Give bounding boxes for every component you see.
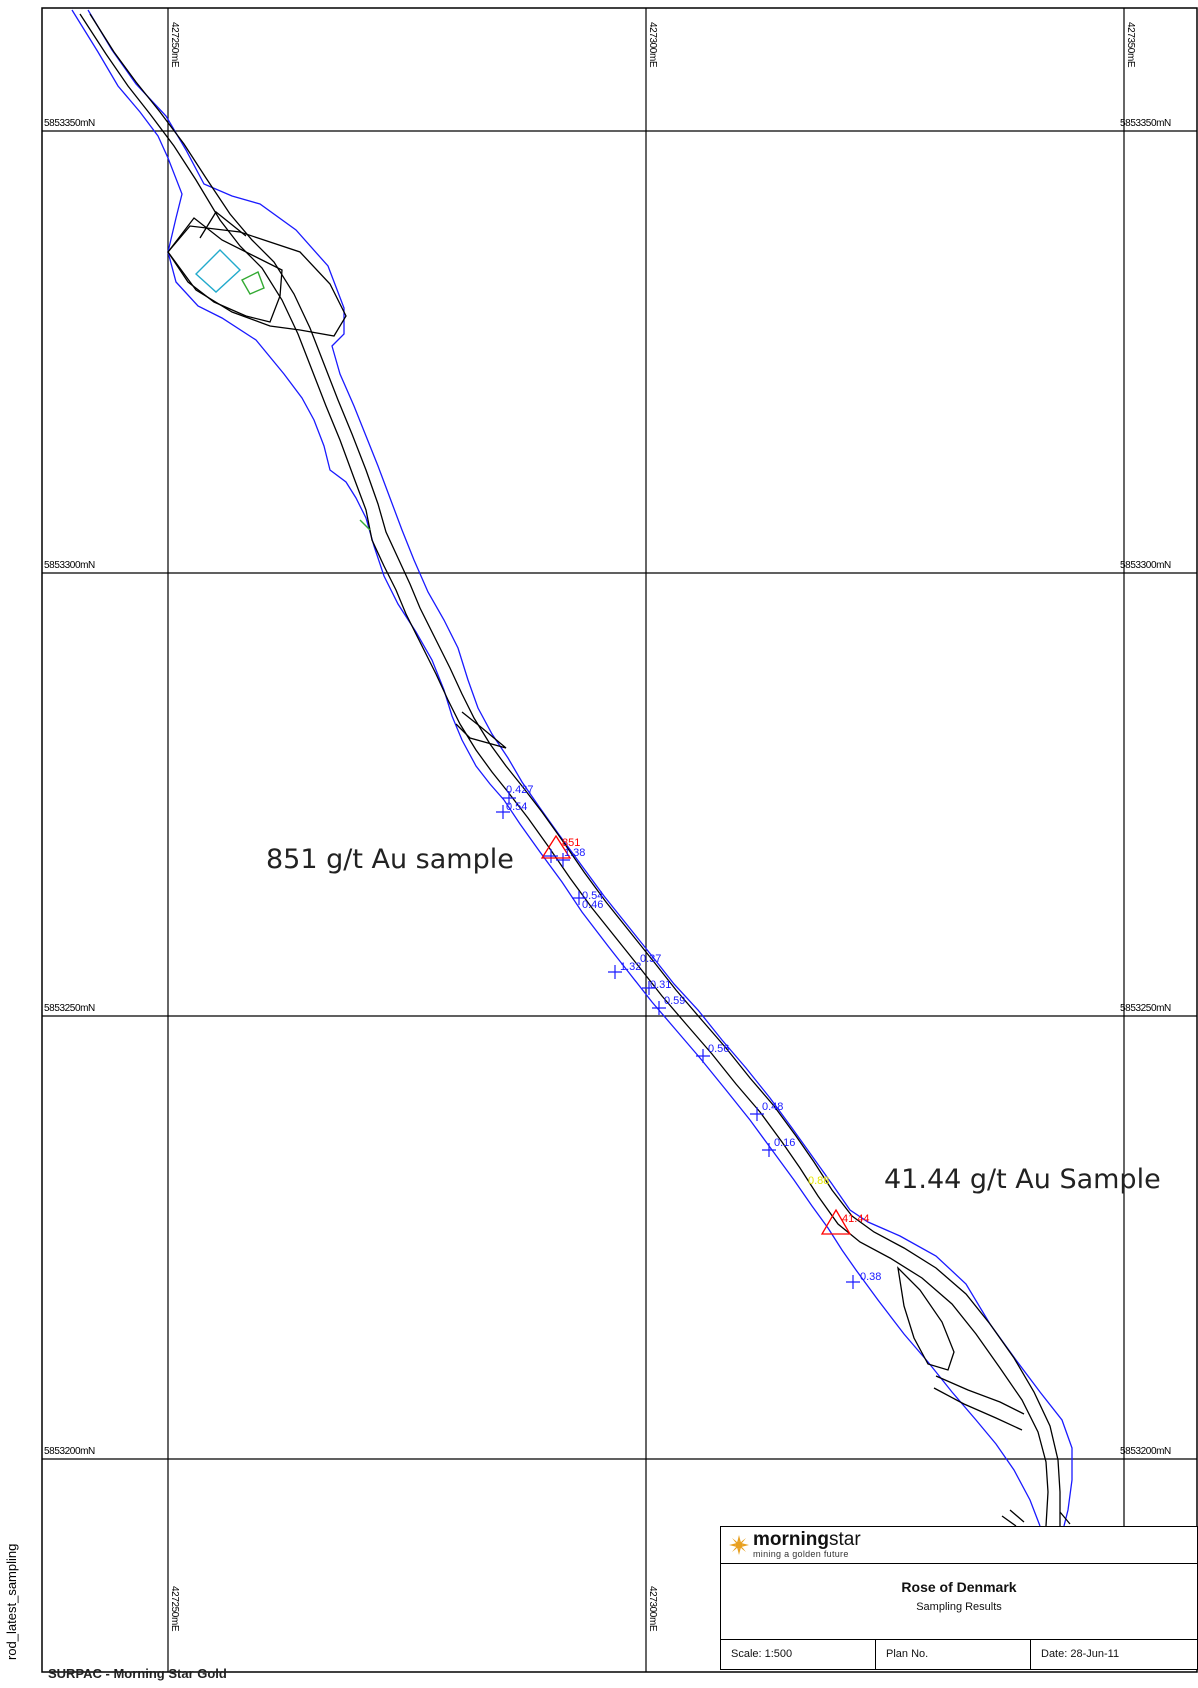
upper-stope-outline-2: [167, 225, 347, 337]
easting-label-bottom-1: 427250mE: [169, 1586, 180, 1632]
sample-cross-11: [846, 1275, 860, 1289]
software-credit: SURPAC - Morning Star Gold: [48, 1666, 227, 1681]
northing-label-left-1: 5853350mN: [44, 118, 95, 129]
assay-label-2: 0.54: [506, 801, 527, 813]
date-cell: Date: 28-Jun-11: [1041, 1648, 1120, 1660]
grid-lines: [42, 8, 1197, 1672]
assay-label-3: 851: [562, 837, 580, 849]
brand-name-bold: morning: [753, 1529, 829, 1550]
outline-west-edge: [71, 9, 1041, 1527]
assay-label-6: 0.46: [582, 899, 603, 911]
sample-cross-4: [572, 891, 586, 905]
assay-label-9: 0.31: [650, 979, 671, 991]
triangle-851: [540, 834, 572, 859]
sample-cross-5: [608, 965, 622, 979]
upper-stope-spur: [199, 211, 247, 239]
title-block-logo: morningstar mining a golden future: [721, 1527, 1197, 1564]
sample-cross-10: [762, 1143, 776, 1157]
sample-cross-3: [556, 853, 570, 867]
sample-cross-7: [652, 1001, 666, 1015]
project-subtitle: Sampling Results: [916, 1601, 1002, 1613]
sample-markers: [496, 791, 860, 1289]
northing-labels: 5853350mN 5853350mN 5853300mN 5853300mN …: [44, 118, 1171, 1457]
green-mark: [359, 519, 371, 531]
plan-no-cell: Plan No.: [876, 1639, 1031, 1669]
workings-outline: [71, 9, 1073, 1527]
assay-label-10: 0.59: [664, 995, 685, 1007]
green-block: [241, 271, 265, 295]
assay-label-15: 41.44: [842, 1213, 870, 1225]
southeast-cross-drive-2: [933, 1387, 1023, 1431]
map-frame: [41, 7, 1198, 1673]
southeast-loop: [897, 1266, 955, 1371]
drive-walls: [79, 13, 1071, 1527]
assay-label-7: 0.37: [640, 953, 661, 965]
layer-name-label: rod_latest_sampling: [4, 1544, 19, 1660]
high-grade-markers: [540, 834, 852, 1235]
northing-label-left-2: 5853300mN: [44, 560, 95, 571]
southeast-cross-drive: [935, 1375, 1025, 1415]
stope-blocks: [194, 249, 371, 531]
assay-label-14: 0.88: [808, 1175, 829, 1187]
assay-label-1: 0.427: [506, 784, 534, 796]
northing-label-left-3: 5853250mN: [44, 1003, 95, 1014]
assay-label-16: 0.38: [860, 1271, 881, 1283]
assay-label-5: 0.54: [582, 890, 603, 902]
sample-cross-1: [502, 791, 516, 805]
project-title: Rose of Denmark: [901, 1579, 1017, 1595]
northing-label-right-4: 5853200mN: [1120, 1446, 1171, 1457]
drive-spur: [455, 711, 507, 749]
sample-cross-12: [544, 849, 558, 863]
assay-labels: 0.427 0.54 851 1.38 0.54 0.46 0.37 1.32 …: [506, 784, 881, 1283]
easting-label-top-1: 427250mE: [169, 22, 180, 68]
northing-label-left-4: 5853200mN: [44, 1446, 95, 1457]
assay-label-13: 0.16: [774, 1137, 795, 1149]
title-block: morningstar mining a golden future Rose …: [720, 1526, 1198, 1670]
easting-labels: 427250mE 427300mE 427350mE 427250mE 4273…: [169, 22, 1136, 1632]
sample-cross-6: [642, 981, 656, 995]
sample-cross-9: [750, 1107, 764, 1121]
sun-logo-icon: [729, 1535, 749, 1555]
sample-cross-8: [696, 1049, 710, 1063]
callout-4144-sample: 41.44 g/t Au Sample: [884, 1164, 1161, 1195]
title-block-footer: Scale: 1:500 Plan No. Date: 28-Jun-11: [721, 1639, 1197, 1669]
easting-label-bottom-2: 427300mE: [647, 1586, 658, 1632]
upper-stope-outline: [167, 217, 283, 323]
title-block-main: Rose of Denmark Sampling Results: [721, 1563, 1197, 1640]
northing-label-right-1: 5853350mN: [1120, 118, 1171, 129]
assay-label-11: 0.56: [708, 1043, 729, 1055]
bottom-stubs: [1001, 1509, 1071, 1527]
brand-name-light: star: [829, 1529, 861, 1550]
callout-851-sample: 851 g/t Au sample: [266, 844, 514, 875]
cyan-block: [194, 249, 242, 293]
assay-label-4: 1.38: [564, 847, 585, 859]
brand-name: morningstar: [753, 1529, 861, 1551]
drive-wall-west: [79, 13, 1049, 1527]
easting-label-top-3: 427350mE: [1125, 22, 1136, 68]
triangle-4144: [820, 1208, 852, 1235]
assay-label-12: 0.48: [762, 1101, 783, 1113]
assay-label-8: 1.32: [620, 961, 641, 973]
brand-tagline: mining a golden future: [753, 1549, 849, 1559]
drive-wall-east: [89, 13, 1061, 1526]
sample-cross-2: [496, 805, 510, 819]
easting-label-top-2: 427300mE: [647, 22, 658, 68]
northing-label-right-2: 5853300mN: [1120, 560, 1171, 571]
outline-east-edge: [87, 9, 1073, 1527]
northing-label-right-3: 5853250mN: [1120, 1003, 1171, 1014]
scale-cell: Scale: 1:500: [721, 1639, 876, 1669]
